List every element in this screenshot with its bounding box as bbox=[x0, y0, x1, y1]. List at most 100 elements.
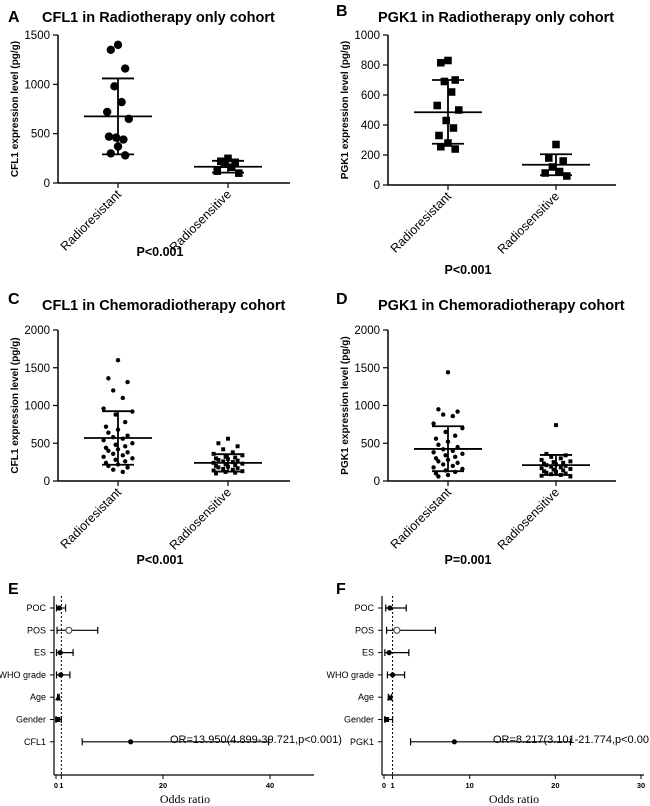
data-point bbox=[216, 441, 221, 446]
x-axis-label: Odds ratio bbox=[489, 792, 539, 806]
p-value: P<0.001 bbox=[445, 263, 492, 277]
data-point bbox=[115, 427, 121, 432]
data-point bbox=[441, 462, 446, 467]
panel-letter: F bbox=[336, 581, 346, 598]
x-tick-label: 0 bbox=[54, 781, 58, 790]
estimate-marker bbox=[56, 605, 62, 611]
data-point bbox=[235, 458, 240, 463]
data-point bbox=[226, 436, 230, 441]
estimate-marker bbox=[387, 605, 393, 611]
data-point bbox=[451, 76, 459, 84]
data-point bbox=[221, 447, 226, 452]
data-point bbox=[224, 154, 232, 163]
data-point bbox=[455, 444, 460, 450]
data-point bbox=[117, 97, 126, 107]
data-point bbox=[447, 88, 456, 96]
data-point bbox=[549, 472, 554, 477]
data-point bbox=[115, 447, 121, 452]
data-point bbox=[115, 462, 121, 467]
data-point bbox=[563, 172, 571, 180]
data-point bbox=[227, 163, 236, 171]
data-point bbox=[101, 406, 106, 411]
x-tick-label: 30 bbox=[637, 781, 645, 790]
data-point bbox=[443, 453, 448, 458]
data-point bbox=[240, 469, 245, 474]
data-point bbox=[544, 463, 549, 468]
data-point bbox=[214, 456, 218, 461]
y-tick-label: 2000 bbox=[354, 325, 380, 337]
data-point bbox=[455, 460, 460, 466]
row-label: POS bbox=[355, 625, 374, 635]
estimate-marker bbox=[55, 717, 61, 722]
data-point bbox=[445, 472, 451, 478]
data-point bbox=[551, 467, 556, 472]
data-point bbox=[104, 132, 114, 141]
data-point bbox=[233, 470, 238, 475]
data-point bbox=[112, 133, 121, 142]
p-value: P=0.001 bbox=[445, 553, 492, 567]
y-tick-label: 2000 bbox=[24, 325, 50, 337]
data-point bbox=[541, 169, 549, 177]
data-point bbox=[561, 460, 566, 465]
data-point bbox=[436, 474, 441, 479]
data-point bbox=[544, 451, 549, 456]
data-point bbox=[214, 471, 218, 476]
row-label: POC bbox=[26, 603, 46, 613]
data-point bbox=[443, 429, 448, 435]
y-tick-label: 1500 bbox=[24, 363, 50, 375]
x-tick-label: 20 bbox=[159, 781, 167, 790]
data-point bbox=[113, 412, 118, 417]
data-point bbox=[223, 469, 228, 474]
data-point bbox=[226, 457, 230, 462]
or-annotation: OR=8.217(3.101-21.774,p<0.001) bbox=[493, 734, 650, 746]
row-label: CFL1 bbox=[24, 737, 46, 747]
estimate-marker bbox=[57, 650, 63, 656]
data-point bbox=[440, 77, 449, 86]
data-point bbox=[568, 474, 573, 479]
data-point bbox=[442, 116, 450, 125]
data-point bbox=[110, 82, 119, 91]
data-point bbox=[113, 442, 118, 447]
data-point bbox=[211, 468, 216, 473]
data-point bbox=[123, 419, 128, 425]
row-label: PGK1 bbox=[350, 737, 374, 747]
data-point bbox=[125, 465, 130, 470]
data-point bbox=[453, 469, 458, 475]
estimate-marker bbox=[384, 717, 390, 722]
y-tick-label: 400 bbox=[361, 120, 380, 132]
y-tick-label: 1000 bbox=[24, 401, 50, 413]
data-point bbox=[437, 142, 445, 151]
data-point bbox=[436, 442, 441, 447]
data-point bbox=[549, 454, 554, 459]
data-point bbox=[568, 466, 573, 471]
data-point bbox=[235, 466, 240, 471]
y-tick-label: 1500 bbox=[24, 30, 50, 42]
p-value: P<0.001 bbox=[137, 553, 184, 567]
y-tick-label: 0 bbox=[374, 180, 380, 192]
data-point bbox=[121, 151, 130, 160]
data-point bbox=[558, 465, 563, 470]
chart-title: PGK1 in Radiotherapy only cohort bbox=[378, 10, 614, 26]
data-point bbox=[221, 459, 226, 464]
data-point bbox=[558, 472, 563, 477]
y-tick-label: 0 bbox=[44, 178, 50, 190]
data-point bbox=[230, 450, 235, 455]
data-point bbox=[453, 433, 458, 438]
p-value: P<0.001 bbox=[137, 245, 184, 259]
data-point bbox=[125, 433, 130, 438]
data-point bbox=[445, 370, 451, 375]
row-label: WHO grade bbox=[326, 670, 374, 680]
data-point bbox=[433, 101, 441, 110]
y-tick-label: 200 bbox=[361, 150, 380, 162]
data-point bbox=[549, 464, 554, 469]
estimate-marker bbox=[393, 626, 401, 634]
data-point bbox=[544, 470, 549, 475]
data-point bbox=[449, 124, 458, 132]
data-point bbox=[451, 145, 459, 153]
data-point bbox=[555, 167, 564, 176]
x-category-label: Radiosensitive bbox=[167, 485, 234, 552]
data-point bbox=[539, 457, 544, 462]
data-point bbox=[444, 56, 452, 65]
panel-letter: A bbox=[8, 9, 20, 26]
